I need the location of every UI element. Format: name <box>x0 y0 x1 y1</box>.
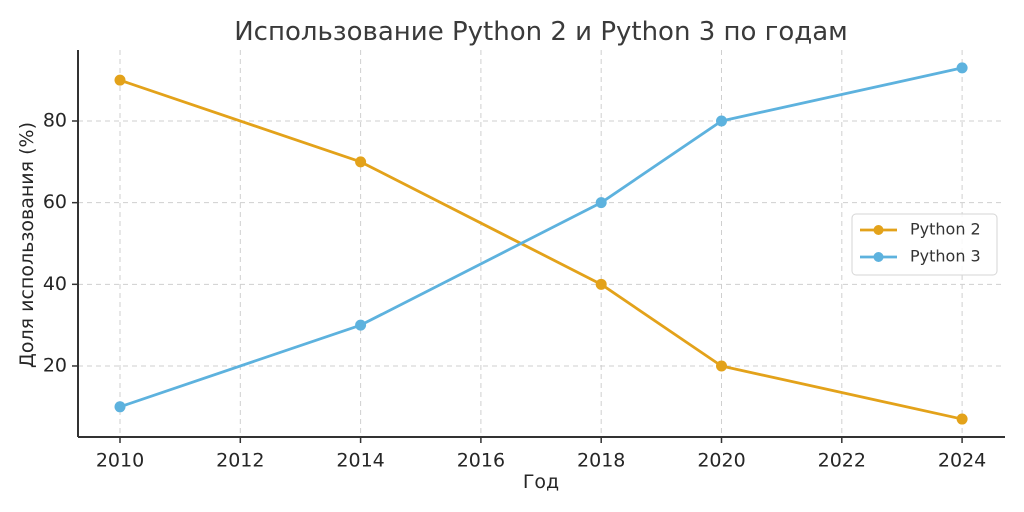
x-tick-label: 2016 <box>457 450 505 472</box>
data-point-marker <box>956 62 968 74</box>
data-point-marker <box>355 319 367 331</box>
data-point-marker <box>114 74 126 86</box>
legend-label: Python 3 <box>910 247 981 266</box>
x-tick-label: 2014 <box>336 450 384 472</box>
y-tick-label: 20 <box>43 354 67 376</box>
series-line <box>119 78 963 421</box>
data-point-marker <box>355 156 367 168</box>
x-tick-label: 2022 <box>818 450 866 472</box>
legend-item: Python 2 <box>860 220 981 239</box>
data-series <box>114 62 968 425</box>
x-tick-label: 2012 <box>216 450 264 472</box>
x-tick-label: 2010 <box>96 450 144 472</box>
legend-item: Python 3 <box>860 247 981 266</box>
data-point-marker <box>956 413 968 425</box>
series-python-2 <box>114 74 968 425</box>
legend-marker-icon <box>873 252 884 262</box>
data-point-marker <box>595 197 607 209</box>
x-tick-label: 2024 <box>938 450 986 472</box>
x-axis-label: Год <box>523 471 559 493</box>
series-line <box>119 66 963 409</box>
data-point-marker <box>114 401 126 413</box>
y-tick-label: 60 <box>43 191 67 213</box>
y-tick-label: 40 <box>43 273 67 295</box>
y-axis-label: Доля использования (%) <box>16 122 38 368</box>
y-tick-label: 80 <box>43 110 67 132</box>
y-axis-ticks: 20 40 60 80 <box>43 110 78 376</box>
legend: Python 2 Python 3 <box>851 213 998 276</box>
x-tick-label: 2020 <box>697 450 745 472</box>
chart-title: Использование Python 2 и Python 3 по год… <box>234 17 848 47</box>
x-tick-label: 2018 <box>577 450 625 472</box>
legend-marker-icon <box>873 225 884 235</box>
legend-label: Python 2 <box>910 220 981 239</box>
data-point-marker <box>716 115 727 127</box>
series-python-3 <box>114 62 968 413</box>
x-axis-ticks: 2010 2012 2014 2016 2018 2020 2022 2024 <box>96 437 986 472</box>
data-point-marker <box>595 278 607 290</box>
data-point-marker <box>716 360 727 372</box>
